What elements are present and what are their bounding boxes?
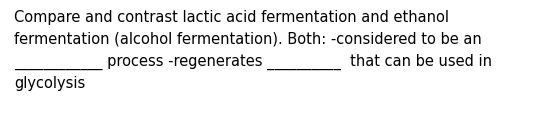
Text: Compare and contrast lactic acid fermentation and ethanol: Compare and contrast lactic acid ferment… [14,10,449,25]
Text: glycolysis: glycolysis [14,76,85,91]
Text: ____________ process -regenerates __________  that can be used in: ____________ process -regenerates ______… [14,54,492,70]
Text: fermentation (alcohol fermentation). Both: -considered to be an: fermentation (alcohol fermentation). Bot… [14,32,482,47]
